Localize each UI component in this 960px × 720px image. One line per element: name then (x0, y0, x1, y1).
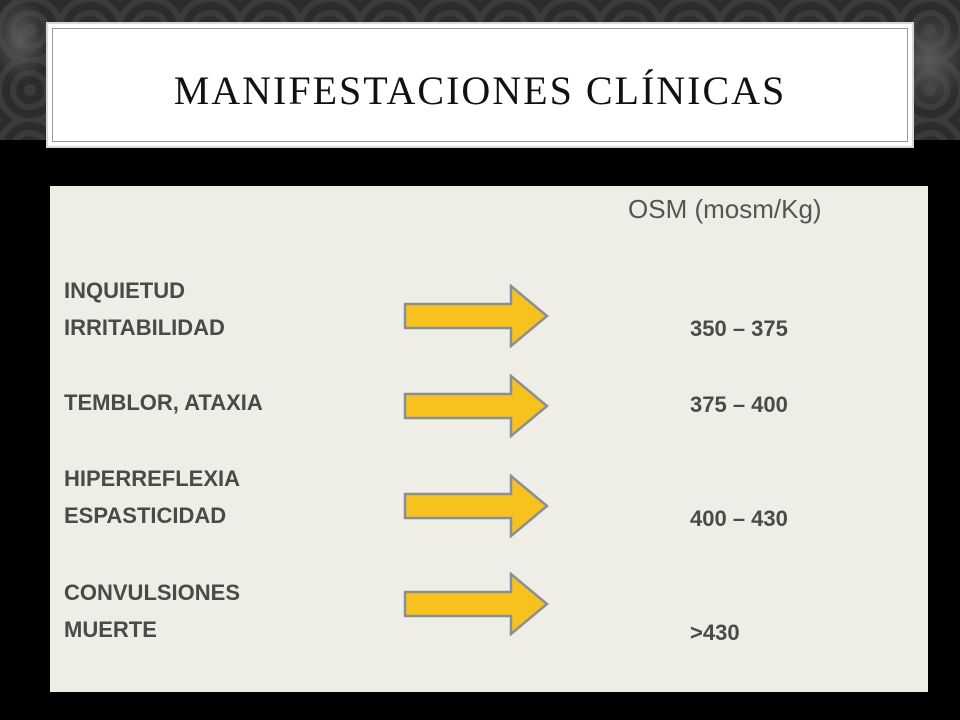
osm-value: 375 – 400 (690, 392, 788, 417)
label-line: INQUIETUD (64, 278, 185, 303)
right-arrow-icon (403, 374, 549, 438)
right-arrow-icon (403, 572, 549, 636)
row-label: HIPERREFLEXIA ESPASTICIDAD (64, 460, 240, 534)
label-line: HIPERREFLEXIA (64, 466, 241, 491)
title-box: MANIFESTACIONES CLÍNICAS (46, 22, 914, 148)
osm-value: 400 – 430 (690, 506, 788, 531)
right-arrow-icon (403, 474, 549, 538)
label-line: ESPASTICIDAD (64, 503, 227, 528)
right-arrow-icon (403, 284, 549, 348)
osm-value: >430 (690, 620, 740, 645)
label-line: CONVULSIONES (64, 580, 241, 605)
row-label: INQUIETUD IRRITABILIDAD (64, 272, 225, 346)
label-line: MUERTE (64, 617, 157, 642)
osm-value: 350 – 375 (690, 316, 788, 341)
content-panel: OSM (mosm/Kg) INQUIETUD IRRITABILIDAD 35… (50, 186, 928, 692)
slide-title: MANIFESTACIONES CLÍNICAS (173, 67, 787, 113)
column-header: OSM (mosm/Kg) (628, 194, 822, 224)
row-label: CONVULSIONES MUERTE (64, 574, 240, 648)
label-line: TEMBLOR, ATAXIA (64, 390, 263, 415)
row-label: TEMBLOR, ATAXIA (64, 384, 263, 421)
label-line: IRRITABILIDAD (64, 315, 225, 340)
